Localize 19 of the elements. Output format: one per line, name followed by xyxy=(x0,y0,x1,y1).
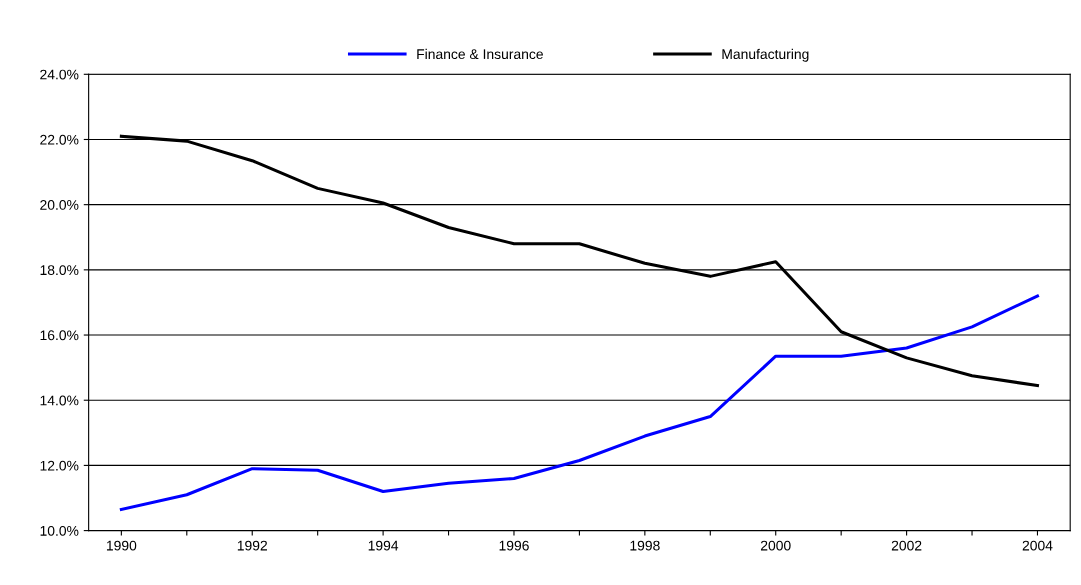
x-tick-label: 2002 xyxy=(891,540,922,551)
y-tick-label: 12.0% xyxy=(40,460,79,471)
line-series xyxy=(119,294,1039,511)
x-tick-label: 1992 xyxy=(237,540,267,551)
y-tick-label: 20.0% xyxy=(40,200,79,210)
x-tick-label: 1994 xyxy=(368,540,399,551)
y-tick-label: 22.0% xyxy=(40,134,79,145)
x-tick-label: 1996 xyxy=(499,540,529,551)
y-tick-label: 16.0% xyxy=(40,330,79,341)
y-tick-label: 18.0% xyxy=(40,265,79,276)
x-tick-label: 1990 xyxy=(106,540,137,551)
y-tick-label: 24.0% xyxy=(40,69,79,80)
legend-label: Manufacturing xyxy=(722,48,809,62)
x-tick-label: 2000 xyxy=(760,540,791,551)
x-tick-label: 2004 xyxy=(1022,540,1053,551)
y-tick-label: 10.0% xyxy=(40,525,79,536)
y-tick-label: 14.0% xyxy=(40,395,79,406)
legend-label: Finance & Insurance xyxy=(417,48,543,60)
x-tick-label: 1998 xyxy=(630,540,660,551)
